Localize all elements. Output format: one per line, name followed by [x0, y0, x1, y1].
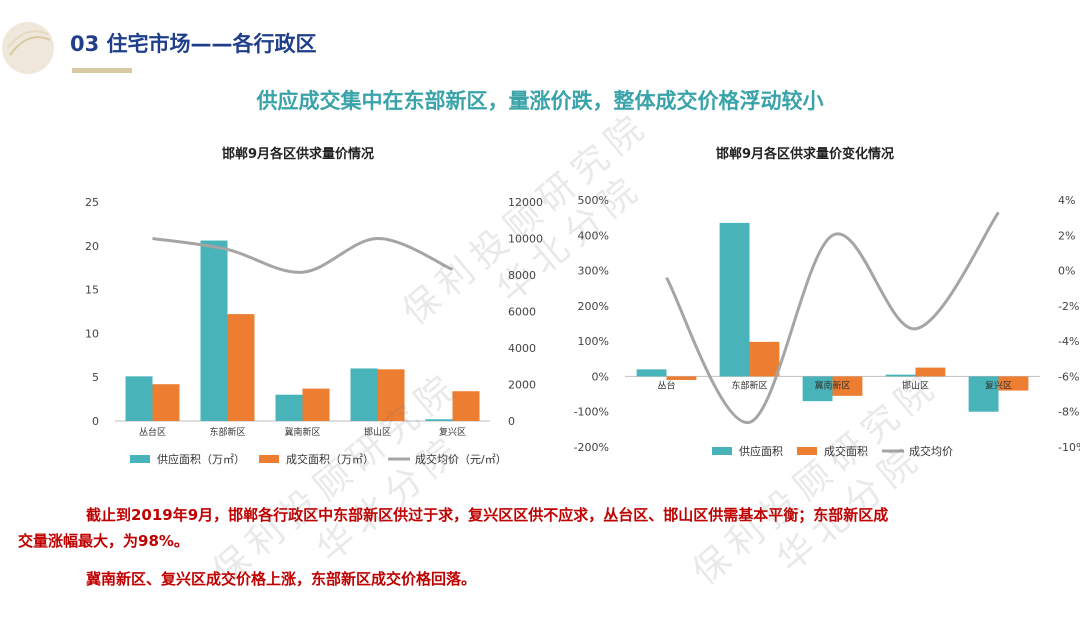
chart2-price-line: [665, 211, 1000, 424]
page-title: 03 住宅市场——各行政区: [70, 32, 317, 56]
chart1-bar: [200, 240, 228, 421]
chart1-bar: [227, 314, 255, 421]
chart2-bar: [968, 376, 999, 412]
chart1-legend-swatch: [259, 455, 279, 463]
title-underline: [72, 68, 132, 73]
chart2-left-tick: -100%: [574, 406, 609, 419]
chart1-right-tick: 12000: [508, 196, 543, 209]
summary-line3: 冀南新区、复兴区成交价格上涨，东部新区成交价格回落。: [86, 570, 477, 588]
chart2-left-tick: 400%: [578, 229, 609, 242]
chart2-legend-label: 供应面积: [739, 444, 783, 458]
chart2-category-label: 邯山区: [902, 379, 929, 391]
chart2-left-tick: 200%: [578, 300, 609, 313]
chart2-bar: [666, 376, 697, 380]
chart2-right-tick: 4%: [1058, 194, 1075, 207]
chart2-right-tick: -4%: [1058, 335, 1079, 348]
chart1-left-tick: 5: [92, 371, 99, 384]
chart1-bar: [350, 368, 378, 421]
chart2-title: 邯郸9月各区供求量价变化情况: [716, 147, 895, 162]
chart2-category-label: 复兴区: [985, 379, 1012, 391]
chart2-category-label: 冀南新区: [814, 379, 850, 391]
chart2-right-tick: -2%: [1058, 300, 1079, 313]
chart1-right-tick: 2000: [508, 379, 536, 392]
summary-line1: 截止到2019年9月，邯郸各行政区中东部新区供过于求，复兴区区供不应求，丛台区、…: [86, 506, 889, 524]
chart1-legend-swatch: [130, 455, 150, 463]
chart2-bar: [885, 374, 916, 377]
chart2-right-tick: -8%: [1058, 406, 1079, 419]
chart2-bar: [749, 341, 780, 377]
chart1-legend-label: 供应面积（万㎡）: [157, 452, 245, 466]
chart2-category-label: 东部新区: [731, 379, 767, 391]
chart1-price-line: [152, 236, 454, 274]
chart1-left-tick: 0: [92, 415, 99, 428]
chart1-left-tick: 15: [85, 284, 99, 297]
summary-paragraph-1: 截止到2019年9月，邯郸各行政区中东部新区供过于求，复兴区区供不应求，丛台区、…: [18, 502, 1052, 554]
chart1-category-label: 冀南新区: [284, 426, 320, 438]
decorative-circle-icon: [2, 22, 54, 74]
chart1-category-label: 东部新区: [209, 426, 245, 438]
chart2-left-tick: 300%: [578, 265, 609, 278]
chart2-bar: [636, 369, 667, 377]
chart1-bar: [452, 391, 480, 421]
chart1-category-label: 复兴区: [439, 426, 466, 438]
chart2-svg: -200% -100% 0% 100% 200% 300% 400% 500% -10% -8% -…: [574, 194, 1080, 458]
chart2-right-tick: 2%: [1058, 229, 1075, 242]
chart2-right-tick: 0%: [1058, 265, 1075, 278]
chart1-right-tick: 6000: [508, 306, 536, 319]
chart1-bar: [125, 376, 153, 421]
chart1-right-tick: 4000: [508, 342, 536, 355]
chart1-legend-label: 成交面积（万㎡）: [286, 452, 374, 466]
chart2-legend-label: 成交均价: [909, 444, 953, 458]
chart1-bar: [302, 388, 330, 421]
chart2-left-tick: 0%: [592, 370, 609, 383]
chart1-bar: [377, 369, 405, 421]
chart2-category-label: 丛台: [657, 379, 675, 391]
chart2-left-tick: 100%: [578, 335, 609, 348]
summary-line2: 交量涨幅最大，为98%。: [18, 532, 189, 550]
chart1-bar: [425, 419, 453, 421]
chart2-legend-swatch: [712, 447, 732, 455]
chart1-title: 邯郸9月各区供求量价情况: [222, 147, 375, 162]
chart2-bar: [719, 222, 750, 377]
chart2-bar: [802, 376, 833, 402]
chart2-legend-swatch: [797, 447, 817, 455]
chart2-right-tick: -10%: [1058, 441, 1080, 454]
chart2-bar: [915, 367, 946, 377]
chart1-bar: [152, 384, 180, 421]
chart2-legend-label: 成交面积: [824, 444, 868, 458]
chart2-right-tick: -6%: [1058, 370, 1079, 383]
chart2-bar: [832, 376, 863, 396]
chart1-category-label: 邯山区: [364, 426, 391, 438]
chart1-right-tick: 0: [508, 415, 515, 428]
chart1-category-label: 丛台区: [139, 426, 166, 438]
chart1-legend-label: 成交均价（元/㎡）: [415, 452, 507, 466]
chart1-right-tick: 8000: [508, 269, 536, 282]
headline: 供应成交集中在东部新区，量涨价跌，整体成交价格浮动较小: [256, 89, 824, 113]
chart1-bar: [275, 394, 303, 421]
chart1-left-tick: 25: [85, 196, 99, 209]
chart1-left-tick: 10: [85, 327, 99, 340]
chart2-left-tick: 500%: [578, 194, 609, 207]
chart1-right-tick: 10000: [508, 233, 543, 246]
chart1-svg: 0 5 10 15 20 25 0 2000 4000 6000 8000 10000 12000 丛台区…: [85, 196, 543, 466]
chart2-left-tick: -200%: [574, 441, 609, 454]
chart1-left-tick: 20: [85, 240, 99, 253]
chart2-bar: [998, 376, 1029, 391]
